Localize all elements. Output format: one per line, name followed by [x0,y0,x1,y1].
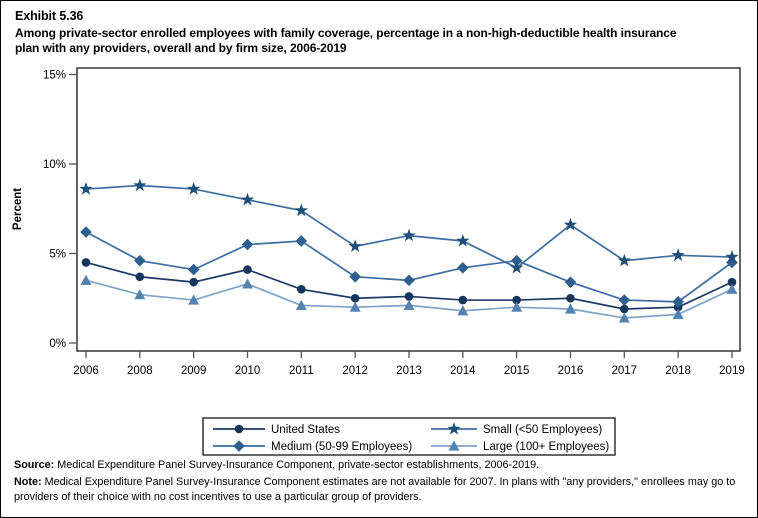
data-point-marker [564,303,576,314]
data-point-marker [134,289,146,300]
data-point-marker [350,293,360,303]
data-point-marker [403,299,415,311]
data-point-marker [187,182,201,195]
data-point-marker [294,203,308,217]
x-tick-label: 2008 [127,365,153,377]
chart-footnotes: Source: Medical Expenditure Panel Survey… [14,458,750,507]
x-tick-label: 2013 [396,365,422,377]
data-point-marker [295,235,308,247]
x-tick-label: 2019 [719,365,745,377]
note-line: Note: Medical Expenditure Panel Survey-I… [14,475,750,506]
data-point-marker [725,250,739,263]
legend-marker-triangle [448,440,460,451]
legend-item-small-50-employees: Small (<50 Employees) [431,422,602,436]
data-point-marker [295,299,307,311]
data-point-marker [511,301,523,312]
data-point-marker [402,228,416,242]
data-point-marker [563,217,578,231]
series-large-100-employees [80,274,738,323]
data-point-marker [188,294,200,305]
legend-item-large-100-employees: Large (100+ Employees) [431,440,609,453]
data-point-marker [133,178,147,192]
data-point-marker [458,295,468,305]
data-point-marker [512,295,521,305]
x-tick-label: 2015 [504,365,530,377]
legend-box [202,417,616,456]
data-point-marker [727,277,737,287]
y-axis-label: Percent [12,188,24,230]
data-point-marker [672,308,684,319]
data-point-marker [187,263,200,276]
exhibit-label: Exhibit 5.36 [15,9,84,23]
data-point-marker [457,262,469,274]
x-tick-label: 2017 [612,365,638,377]
data-point-marker [509,260,524,274]
data-point-marker [189,277,198,287]
legend-item-medium-50-99-employees: Medium (50-99 Employees) [213,440,412,453]
series-line [85,184,732,269]
data-point-marker [81,258,91,267]
y-tick-label: 5% [49,249,66,261]
data-point-marker [671,248,685,261]
data-point-marker [620,304,629,314]
x-tick-label: 2014 [450,365,476,377]
y-tick-label: 0% [49,338,66,350]
legend-label: Medium (50-99 Employees) [271,441,412,453]
source-text: Medical Expenditure Panel Survey-Insuran… [54,459,540,471]
data-point-marker [618,294,631,306]
y-tick-label: 10% [43,159,66,171]
data-point-marker [80,226,92,238]
data-point-marker [135,272,145,282]
x-tick-label: 2011 [289,365,314,377]
data-point-marker [403,274,415,287]
legend-label: United States [271,424,340,436]
x-tick-label: 2018 [665,365,691,377]
data-point-marker [134,254,146,267]
data-point-marker [404,292,414,301]
data-point-marker [297,285,306,294]
page-title: Among private-sector enrolled employees … [15,26,677,55]
x-tick-label: 2009 [181,365,207,377]
series-line [85,231,733,303]
note-text: Medical Expenditure Panel Survey-Insuran… [14,475,736,504]
data-point-marker [79,182,93,195]
data-point-marker [618,312,630,323]
data-point-marker [243,265,252,274]
chart-legend: United States Medium (50-99 Employees) Sma… [202,417,616,456]
data-point-marker [456,233,470,247]
data-point-marker [348,239,362,252]
data-point-marker [241,278,253,289]
y-tick-label: 15% [43,70,66,82]
note-label: Note: [14,475,42,488]
data-point-marker [726,283,738,294]
line-chart: Percent 0% 5% 10% 15% 2006 2008 2009 2010 2011 20… [12,67,745,456]
data-point-marker [564,276,577,288]
legend-marker-star [447,422,461,435]
legend-marker-diamond [233,440,245,452]
data-point-marker [349,270,361,283]
data-point-marker [617,253,631,267]
series-small-50-employees [79,178,739,274]
data-point-marker [80,274,92,285]
source-line: Source: Medical Expenditure Panel Survey… [14,458,750,474]
legend-item-united-states: United States [213,424,340,436]
x-tick-label: 2012 [342,365,368,377]
x-tick-label: 2010 [235,365,261,377]
x-tick-label: 2016 [558,365,584,377]
source-label: Source: [14,459,55,471]
legend-label: Small (<50 Employees) [483,424,602,436]
data-point-marker [240,192,255,206]
data-point-marker [241,238,254,251]
data-point-marker [349,301,361,312]
legend-marker-circle [234,424,244,434]
series-medium-50-99-employees [80,226,738,308]
data-point-marker [566,293,575,303]
x-tick-label: 2006 [73,365,99,377]
data-point-marker [457,305,469,316]
legend-label: Large (100+ Employees) [483,441,609,453]
chart-header: Exhibit 5.36 Among private-sector enroll… [15,9,715,55]
